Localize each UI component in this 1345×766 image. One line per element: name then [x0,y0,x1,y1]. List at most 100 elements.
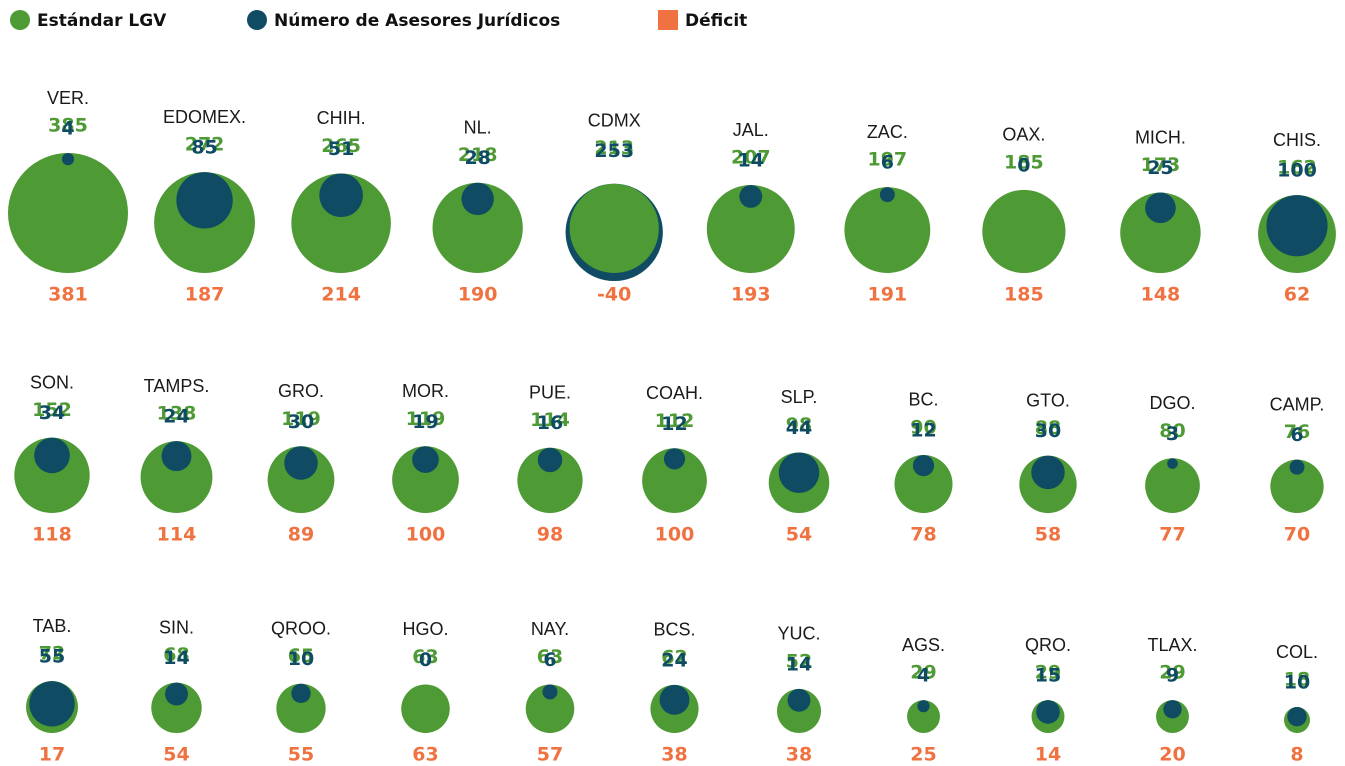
state-label: BCS. [653,620,695,640]
state-label: COL. [1276,642,1318,662]
legend-label: Número de Asesores Jurídicos [274,11,560,31]
value-deficit: 62 [1284,284,1310,306]
bubble-standard [982,189,1066,273]
bubble-standard [151,682,202,733]
value-deficit: 25 [910,744,936,766]
bubble-advisors [739,185,763,208]
value-deficit: 70 [1284,524,1310,546]
value-advisors: 3 [1166,423,1179,445]
bubble-standard [392,446,459,513]
value-advisors: 0 [1017,154,1030,176]
bubble-standard [642,448,707,513]
state-label: CAMP. [1270,394,1325,414]
bubble-advisors [1287,707,1307,727]
bubble-advisors [659,684,690,715]
legend-swatch [658,10,678,30]
value-deficit: -40 [597,284,631,306]
value-deficit: 89 [288,524,314,546]
state-label: COAH. [646,383,703,403]
value-advisors: 9 [1166,665,1179,687]
bubble-standard [8,153,128,273]
state-label: DGO. [1149,393,1195,413]
value-advisors: 85 [191,137,217,159]
bubble-advisors [542,684,558,700]
value-deficit: 381 [48,284,88,306]
state-label: QROO. [271,618,331,638]
value-deficit: 38 [661,744,687,766]
state-label: OAX. [1002,125,1045,145]
value-advisors: 28 [464,147,490,169]
value-standard: 213 [594,137,634,159]
value-deficit: 17 [39,744,65,766]
value-advisors: 14 [163,647,189,669]
value-advisors: 15 [1035,665,1061,687]
bubble-standard [1120,192,1201,273]
state-label: HGO. [402,619,448,639]
bubble-advisors [879,187,895,203]
value-standard: 98 [786,414,812,436]
bubble-advisors [1163,700,1182,719]
value-standard: 385 [48,115,88,137]
bubble-advisors [1145,192,1176,224]
value-standard: 119 [406,408,446,430]
bubble-standard [140,441,213,513]
value-deficit: 100 [406,524,446,546]
bubble-standard [1270,459,1324,513]
value-standard: 152 [32,399,72,421]
state-label: MICH. [1135,127,1186,147]
value-advisors: 19 [412,411,438,433]
bubble-advisors [29,681,75,727]
bubble-advisors [61,153,75,166]
value-standard: 29 [1159,662,1185,684]
value-deficit: 191 [867,284,907,306]
value-advisors: 0 [419,649,432,671]
value-advisors: 44 [786,417,812,439]
value-standard: 63 [412,646,438,668]
legend-label: Estándar LGV [37,11,167,31]
value-deficit: 58 [1035,524,1061,546]
state-label: EDOMEX. [163,107,246,127]
state-label: PUE. [529,382,571,402]
bubble-advisors [778,452,820,494]
value-standard: 88 [1035,417,1061,439]
bubble-advisors [461,182,494,216]
state-label: ZAC. [867,122,908,142]
bubble-advisors [161,441,192,472]
value-standard: 185 [1004,151,1044,173]
value-deficit: 187 [185,284,225,306]
value-deficit: 8 [1290,744,1303,766]
value-deficit: 54 [786,524,812,546]
bubble-advisors [1167,458,1178,469]
state-label: TLAX. [1147,635,1197,655]
value-deficit: 55 [288,744,314,766]
bubble-advisors [291,683,311,704]
bubble-advisors [917,700,930,713]
state-label: NAY. [531,619,569,639]
value-standard: 80 [1159,420,1185,442]
value-advisors: 12 [661,413,687,435]
value-standard: 72 [39,643,65,665]
bubble-standard [907,700,940,733]
value-standard: 63 [537,646,563,668]
value-advisors: 12 [910,419,936,441]
value-advisors: 100 [1277,160,1317,182]
value-advisors: 4 [917,665,930,687]
bubble-standard [569,183,659,273]
value-standard: 207 [731,147,771,169]
state-label: SIN. [159,617,194,637]
bubble-standard [517,447,583,513]
bubble-advisors [1031,455,1065,490]
bubble-standard [276,683,326,733]
value-advisors: 55 [39,646,65,668]
value-deficit: 190 [458,284,498,306]
value-deficit: 193 [731,284,771,306]
value-advisors: 25 [1147,157,1173,179]
bubble-standard [401,684,450,733]
value-deficit: 100 [655,524,695,546]
bubble-standard [14,437,90,513]
value-advisors: 10 [288,648,314,670]
bubble-advisors [663,448,686,470]
state-label: QRO. [1025,635,1071,655]
state-label: SON. [30,372,74,392]
value-advisors: 34 [39,402,65,424]
